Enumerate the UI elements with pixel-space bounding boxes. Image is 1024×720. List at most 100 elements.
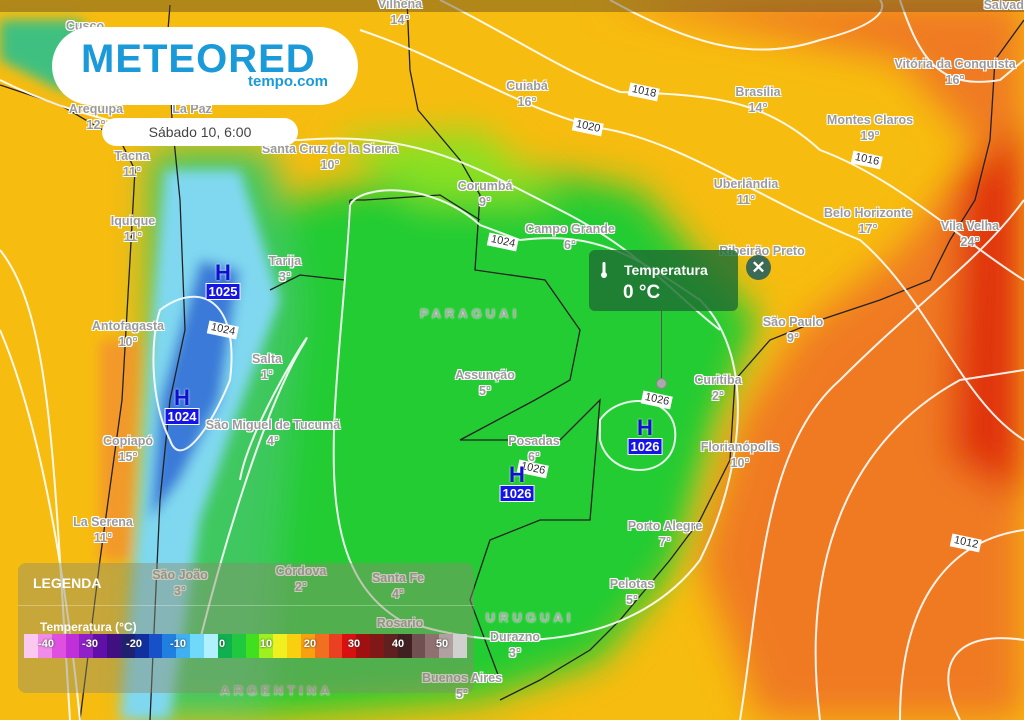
city-name: La Paz: [172, 102, 212, 116]
scale-tick: 20: [303, 638, 317, 650]
city-temp: 17°: [858, 222, 878, 236]
legend-title: LEGENDA: [33, 575, 102, 591]
city-label[interactable]: La Paz: [172, 101, 212, 117]
tooltip-value: 0 °C: [623, 282, 661, 303]
high-pressure-center: H 1025: [205, 260, 241, 301]
city-name: Tacna: [114, 149, 150, 163]
scale-swatch: [259, 634, 274, 658]
color-scale: [24, 634, 467, 658]
tooltip-pin-dot[interactable]: [656, 378, 667, 389]
city-name: Corumbá: [457, 179, 513, 193]
city-label[interactable]: Salta 1°: [252, 351, 282, 383]
scale-swatch: [397, 634, 412, 658]
city-label[interactable]: Porto Alegre 7°: [628, 518, 703, 550]
city-temp: 16°: [517, 95, 537, 109]
city-name: Cuiabá: [506, 79, 548, 93]
thermometer-icon: [601, 262, 607, 278]
city-name: Rosario: [376, 616, 424, 630]
city-label[interactable]: São João 3°: [152, 567, 208, 599]
city-label[interactable]: Tarija 3°: [269, 253, 301, 285]
city-name: Uberlândia: [713, 177, 779, 191]
city-label[interactable]: Ribeirão Preto: [719, 243, 804, 259]
city-label[interactable]: Santa Fe 4°: [372, 570, 424, 602]
city-label[interactable]: Campo Grande 6°: [525, 221, 615, 253]
scale-swatch: [217, 634, 232, 658]
city-label[interactable]: Salvador: [984, 0, 1024, 13]
city-label[interactable]: Pelotas 5°: [610, 576, 654, 608]
city-label[interactable]: Florianópolis 10°: [701, 439, 779, 471]
city-label[interactable]: Uberlândia 11°: [714, 176, 779, 208]
meteored-logo[interactable]: METEORED tempo.com: [52, 27, 358, 105]
scale-swatch: [134, 634, 149, 658]
scale-swatch: [411, 634, 426, 658]
scale-swatch: [425, 634, 440, 658]
city-name: Durazno: [490, 630, 540, 644]
city-temp: 6°: [528, 450, 540, 464]
city-label[interactable]: Rosario: [377, 615, 424, 631]
city-temp: 9°: [479, 195, 491, 209]
city-temp: 14°: [390, 13, 410, 27]
city-label[interactable]: La Serena 11°: [73, 514, 133, 546]
top-bar: [0, 0, 1024, 12]
city-label[interactable]: Durazno 3°: [490, 629, 540, 661]
city-name: Córdova: [275, 564, 327, 578]
city-label[interactable]: Vila Velha 24°: [941, 218, 999, 250]
scale-tick: -20: [126, 638, 142, 650]
city-name: Assunção: [455, 368, 515, 382]
city-label[interactable]: Belo Horizonte 17°: [824, 205, 912, 237]
city-label[interactable]: Arequipa 12°: [69, 101, 123, 133]
city-label[interactable]: Copiapó 15°: [103, 433, 153, 465]
city-label[interactable]: Santa Cruz de la Sierra 10°: [262, 141, 398, 173]
city-name: Salta: [252, 352, 282, 366]
city-label[interactable]: Corumbá 9°: [458, 178, 513, 210]
scale-swatch: [93, 634, 108, 658]
city-label[interactable]: Curitiba 2°: [694, 372, 741, 404]
scale-swatch: [203, 634, 218, 658]
city-label[interactable]: Vitória da Conquista 16°: [894, 56, 1015, 88]
scale-swatch: [120, 634, 135, 658]
city-label[interactable]: Buenos Aires 5°: [422, 670, 502, 702]
pressure-value: 1026: [499, 485, 535, 502]
city-temp: 4°: [267, 434, 279, 448]
city-temp: 24°: [960, 235, 980, 249]
city-name: Montes Claros: [826, 113, 914, 127]
legend-divider: [18, 605, 474, 606]
city-label[interactable]: Montes Claros 19°: [827, 112, 913, 144]
city-temp: 3°: [279, 270, 291, 284]
brand-name: METEORED: [81, 37, 316, 81]
city-name: Porto Alegre: [627, 519, 703, 533]
city-name: Brasília: [735, 85, 781, 99]
color-scale-ticks: -40 -30 -20 -10 0 10 20 30 40 50: [24, 634, 467, 658]
scale-swatch: [383, 634, 398, 658]
city-label[interactable]: São Paulo 9°: [763, 314, 823, 346]
city-temp: 11°: [93, 531, 113, 545]
city-label[interactable]: Tacna 11°: [114, 148, 149, 180]
city-label[interactable]: Brasília 14°: [735, 84, 780, 116]
tooltip-pin-line: [661, 311, 662, 383]
forecast-time[interactable]: Sábado 10, 6:00: [102, 118, 298, 146]
high-symbol: H: [215, 260, 231, 285]
scale-tick: -30: [82, 638, 98, 650]
city-temp: 5°: [456, 687, 468, 701]
city-temp: 3°: [174, 584, 186, 598]
city-label[interactable]: Antofagasta 10°: [92, 318, 164, 350]
brand-site: tempo.com: [247, 73, 328, 90]
legend-panel[interactable]: LEGENDA Temperatura (°C) -40 -30 -20 -10 0 10…: [18, 563, 474, 693]
city-temp: 2°: [295, 580, 307, 594]
city-label[interactable]: Cuiabá 16°: [506, 78, 548, 110]
city-temp: 19°: [860, 129, 880, 143]
city-temp: 12°: [86, 118, 106, 132]
city-temp: 9°: [787, 331, 799, 345]
city-name: São Miguel de Tucumã: [205, 418, 341, 432]
city-label[interactable]: São Miguel de Tucumã 4°: [206, 417, 341, 449]
city-name: Vilhena: [377, 0, 423, 11]
city-label[interactable]: Córdova 2°: [276, 563, 327, 595]
city-label[interactable]: Posadas 6°: [508, 433, 559, 465]
city-name: Campo Grande: [525, 222, 615, 236]
close-tooltip-button[interactable]: ✕: [746, 255, 771, 280]
city-label[interactable]: Vilhena 14°: [378, 0, 422, 28]
city-name: Copiapó: [103, 434, 153, 448]
city-name: Buenos Aires: [421, 671, 503, 685]
city-label[interactable]: Assunção 5°: [455, 367, 515, 399]
city-label[interactable]: Iquique 11°: [111, 213, 155, 245]
